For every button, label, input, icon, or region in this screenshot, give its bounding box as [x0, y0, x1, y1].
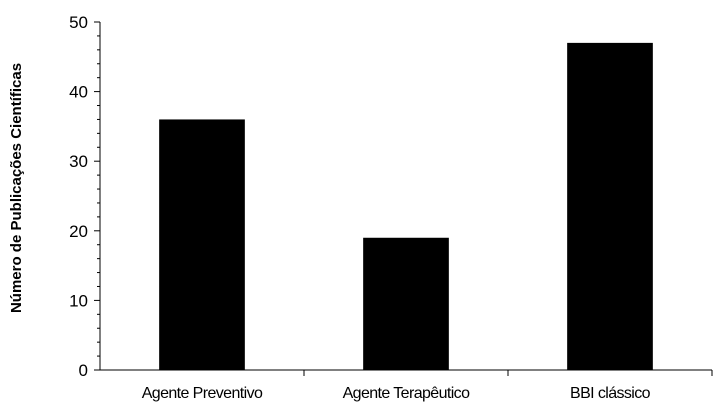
bar-3	[567, 42, 653, 370]
y-tick-label: 0	[79, 361, 88, 380]
y-tick-label: 30	[69, 152, 88, 171]
bars	[159, 42, 653, 370]
y-tick-label: 50	[69, 13, 88, 32]
y-axis-tick-labels: 0 10 20 30 40 50	[69, 13, 88, 380]
y-axis-title: Número de Publicações Científicas	[8, 63, 25, 313]
x-category-label: BBI clássico	[570, 385, 651, 402]
x-axis-ticks	[303, 370, 713, 376]
bar-1	[159, 119, 245, 370]
x-category-label: Agente Preventivo	[142, 385, 263, 402]
y-axis-major-ticks	[94, 21, 100, 371]
x-axis-category-labels: Agente Preventivo Agente Terapêutico BBI c…	[142, 385, 652, 402]
y-tick-label: 40	[69, 83, 88, 102]
y-tick-label: 20	[69, 222, 88, 241]
x-category-label: Agente Terapêutico	[343, 385, 470, 402]
bar-2	[363, 237, 449, 370]
y-tick-label: 10	[69, 291, 88, 310]
